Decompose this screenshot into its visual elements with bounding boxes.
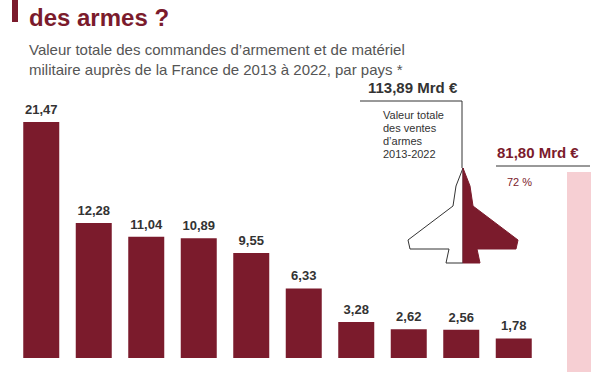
svg-text:12,28: 12,28 xyxy=(77,203,110,218)
svg-text:81,80 Mrd €: 81,80 Mrd € xyxy=(497,144,579,161)
svg-text:3,28: 3,28 xyxy=(344,302,369,317)
svg-text:2,62: 2,62 xyxy=(396,309,421,324)
svg-text:2,56: 2,56 xyxy=(449,310,474,325)
svg-text:113,89 Mrd €: 113,89 Mrd € xyxy=(368,79,458,96)
svg-text:Valeur totale: Valeur totale xyxy=(383,109,444,121)
svg-text:d’armes: d’armes xyxy=(383,135,423,147)
svg-text:10,89: 10,89 xyxy=(182,218,215,233)
svg-text:Valeur totale des commandes d’: Valeur totale des commandes d’armement e… xyxy=(29,41,405,58)
svg-text:1,78: 1,78 xyxy=(501,318,526,333)
svg-text:2013-2022: 2013-2022 xyxy=(383,148,436,160)
svg-text:militaire auprès de la France: militaire auprès de la France de 2013 à … xyxy=(29,61,403,78)
svg-text:des armes ?: des armes ? xyxy=(29,4,169,31)
svg-text:21,47: 21,47 xyxy=(25,102,58,117)
svg-text:11,04: 11,04 xyxy=(130,217,163,232)
svg-text:6,33: 6,33 xyxy=(291,268,316,283)
svg-text:des ventes: des ventes xyxy=(383,122,437,134)
svg-text:9,55: 9,55 xyxy=(239,233,264,248)
svg-text:72 %: 72 % xyxy=(507,176,532,188)
